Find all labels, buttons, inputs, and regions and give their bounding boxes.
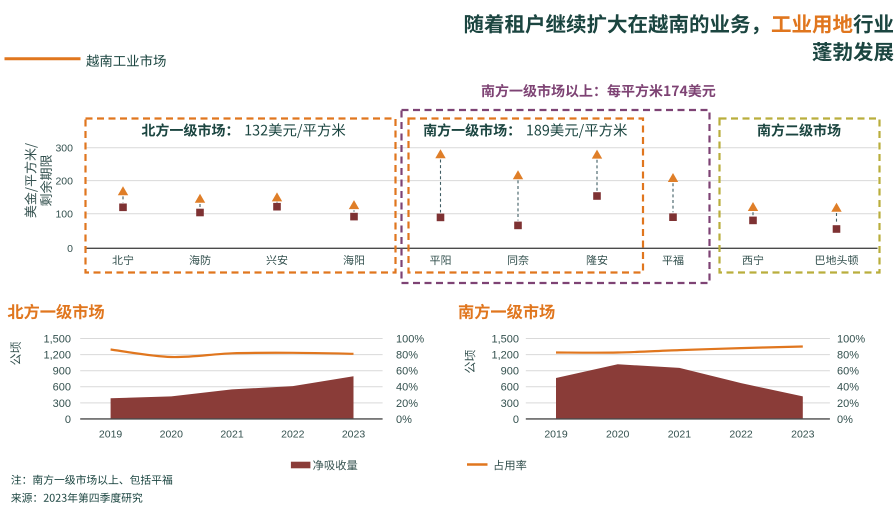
svg-text:300: 300 [53,398,71,410]
svg-text:0: 0 [513,414,519,426]
svg-text:80%: 80% [837,350,859,362]
svg-text:100%: 100% [837,333,865,345]
svg-text:2022: 2022 [729,429,753,441]
svg-text:900: 900 [53,366,71,378]
svg-text:60%: 60% [396,366,418,378]
svg-text:2019: 2019 [544,429,568,441]
svg-text:200: 200 [55,176,73,188]
svg-text:2019: 2019 [99,429,123,441]
svg-text:1,200: 1,200 [491,350,519,362]
svg-text:2023: 2023 [342,429,366,441]
svg-text:2022: 2022 [281,429,305,441]
svg-text:2021: 2021 [220,429,244,441]
svg-text:60%: 60% [837,366,859,378]
svg-text:80%: 80% [396,350,418,362]
svg-text:0%: 0% [837,414,853,426]
svg-text:2020: 2020 [606,429,630,441]
svg-text:1,500: 1,500 [43,333,71,345]
svg-text:0: 0 [65,414,71,426]
svg-text:600: 600 [501,382,519,394]
svg-text:2020: 2020 [160,429,184,441]
svg-text:2023: 2023 [791,429,815,441]
svg-text:300: 300 [55,143,73,155]
svg-text:0: 0 [67,243,73,255]
svg-text:100: 100 [55,209,73,221]
svg-text:1,200: 1,200 [43,350,71,362]
svg-text:40%: 40% [396,382,418,394]
svg-text:900: 900 [501,366,519,378]
svg-text:40%: 40% [837,382,859,394]
svg-text:600: 600 [53,382,71,394]
svg-text:0%: 0% [396,414,412,426]
svg-text:1,500: 1,500 [491,333,519,345]
svg-text:300: 300 [501,398,519,410]
svg-text:100%: 100% [396,333,424,345]
svg-text:2021: 2021 [668,429,692,441]
svg-text:20%: 20% [837,398,859,410]
svg-text:20%: 20% [396,398,418,410]
